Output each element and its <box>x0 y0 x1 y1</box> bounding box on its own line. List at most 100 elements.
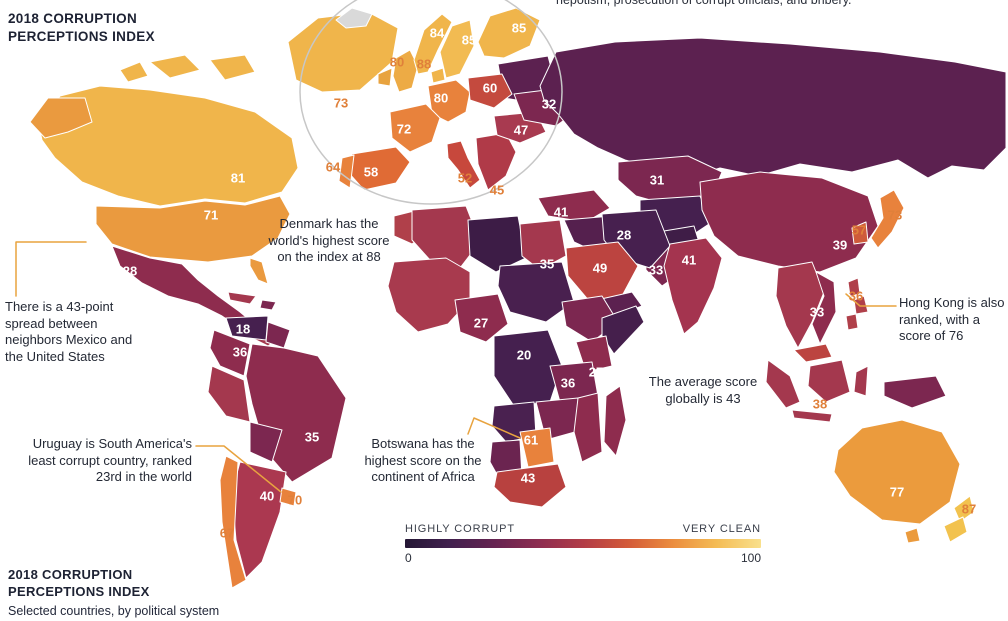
score-label-romania: 47 <box>513 122 529 138</box>
region-india <box>663 237 723 335</box>
region-colombia <box>209 329 251 377</box>
annotation-mexico-us: There is a 43-point spread between neigh… <box>5 299 133 364</box>
caspian-sea <box>601 165 619 205</box>
region-west-africa <box>387 257 471 333</box>
score-label-dr-congo: 20 <box>516 347 532 363</box>
score-label-kazakhstan: 31 <box>649 172 665 188</box>
region-south-africa <box>493 463 567 508</box>
callout-line-hongkong <box>845 293 897 307</box>
score-label-colombia: 36 <box>232 344 248 360</box>
region-chile <box>219 455 247 589</box>
region-borneo <box>807 359 851 403</box>
score-label-new-zealand: 87 <box>961 501 977 517</box>
region-hispaniola <box>259 299 277 311</box>
score-label-sweden: 85 <box>461 32 477 48</box>
region-uruguay <box>279 487 297 507</box>
score-label-turkey: 41 <box>553 204 569 220</box>
annotation-uruguay: Uruguay is South America's least corrupt… <box>28 436 192 485</box>
score-label-greece: 45 <box>489 182 505 198</box>
region-sumatra <box>765 359 801 409</box>
region-australia <box>833 419 961 525</box>
europe-inset-circle <box>299 0 563 205</box>
region-china <box>699 171 879 273</box>
region-usa <box>95 195 291 263</box>
callout-line-mexico <box>15 241 87 297</box>
region-turkey <box>537 189 611 223</box>
region-arctic-island-3 <box>119 61 149 83</box>
region-bolivia <box>249 421 283 463</box>
region-myanmar-thailand <box>775 261 825 349</box>
annotation-hong-kong: Hong Kong is also ranked, with a score o… <box>899 295 1005 344</box>
region-philippines-1 <box>847 277 861 297</box>
region-canada <box>37 85 299 207</box>
score-label-canada: 81 <box>230 170 246 186</box>
score-label-italy: 52 <box>457 170 473 186</box>
score-label-brazil: 35 <box>304 429 320 445</box>
score-label-poland: 60 <box>482 80 498 96</box>
score-label-united-states: 71 <box>203 207 219 223</box>
region-denmark <box>430 67 446 84</box>
score-label-australia: 77 <box>889 484 905 500</box>
region-uk <box>392 49 419 93</box>
region-france <box>389 103 441 153</box>
callout-line-botswana <box>467 417 521 439</box>
score-label-south-korea: 57 <box>851 222 867 238</box>
legend-max-value: 100 <box>740 551 761 565</box>
region-brazil <box>245 343 347 483</box>
score-label-pakistan: 33 <box>648 262 664 278</box>
region-south-korea <box>851 221 869 245</box>
region-libya <box>467 215 527 273</box>
region-russia <box>539 37 1007 179</box>
score-label-saudi-arabia: 49 <box>592 260 608 276</box>
region-sulawesi <box>853 365 869 397</box>
score-label-nigeria: 27 <box>473 315 489 331</box>
callout-line-uruguay <box>195 445 282 493</box>
region-japan <box>870 189 905 249</box>
color-legend: HIGHLY CORRUPT VERY CLEAN 0 100 <box>405 523 761 565</box>
score-label-botswana: 61 <box>523 432 539 448</box>
region-poland <box>467 73 513 109</box>
region-ireland <box>377 67 393 87</box>
score-label-argentina: 40 <box>259 488 275 504</box>
legend-left-label: HIGHLY CORRUPT <box>405 523 515 535</box>
score-label-uruguay: 70 <box>287 492 303 508</box>
page-title: 2018 CORRUPTION PERCEPTIONS INDEX <box>8 10 155 45</box>
footer-subtitle: Selected countries, by political system <box>8 603 220 618</box>
legend-right-label: VERY CLEAN <box>682 523 761 535</box>
region-sudan-chad <box>497 261 575 323</box>
footer-title-line2: PERCEPTIONS INDEX <box>8 583 150 599</box>
score-label-ukraine: 32 <box>541 96 557 112</box>
footer-title-line1: 2018 CORRUPTION <box>8 567 133 582</box>
black-sea <box>530 158 582 182</box>
footer: 2018 CORRUPTION PERCEPTIONS INDEX Select… <box>8 567 219 618</box>
score-label-ireland: 73 <box>333 95 349 111</box>
region-nz-south <box>943 516 968 543</box>
annotation-denmark: Denmark has the world's highest score on… <box>268 216 390 265</box>
region-new-guinea <box>883 375 947 409</box>
score-label-mexico: 28 <box>122 263 138 279</box>
legend-gradient-bar <box>405 539 761 548</box>
score-label-india: 41 <box>681 252 697 268</box>
score-label-vietnam: 33 <box>809 304 825 320</box>
region-sweden <box>439 19 475 79</box>
region-nigeria <box>454 293 509 343</box>
score-label-philippines: 36 <box>848 288 864 304</box>
page-title-line2: PERCEPTIONS INDEX <box>8 28 155 44</box>
score-label-spain: 58 <box>363 164 379 180</box>
region-iceland <box>335 7 373 29</box>
annotation-botswana: Botswana has the highest score on the co… <box>364 436 482 485</box>
score-label-china: 39 <box>832 237 848 253</box>
score-label-denmark: 88 <box>416 56 432 72</box>
page-title-line1: 2018 CORRUPTION <box>8 11 138 26</box>
score-label-germany: 80 <box>433 90 449 106</box>
score-label-iran: 28 <box>616 227 632 243</box>
region-somalia <box>601 305 645 355</box>
region-arctic-island-1 <box>149 54 201 79</box>
score-label-egypt: 35 <box>539 256 555 272</box>
score-label-tanzania: 36 <box>560 375 576 391</box>
region-arctic-island-2 <box>209 54 256 81</box>
annotation-global-average: The average score globally is 43 <box>648 374 758 406</box>
region-java <box>791 409 833 423</box>
